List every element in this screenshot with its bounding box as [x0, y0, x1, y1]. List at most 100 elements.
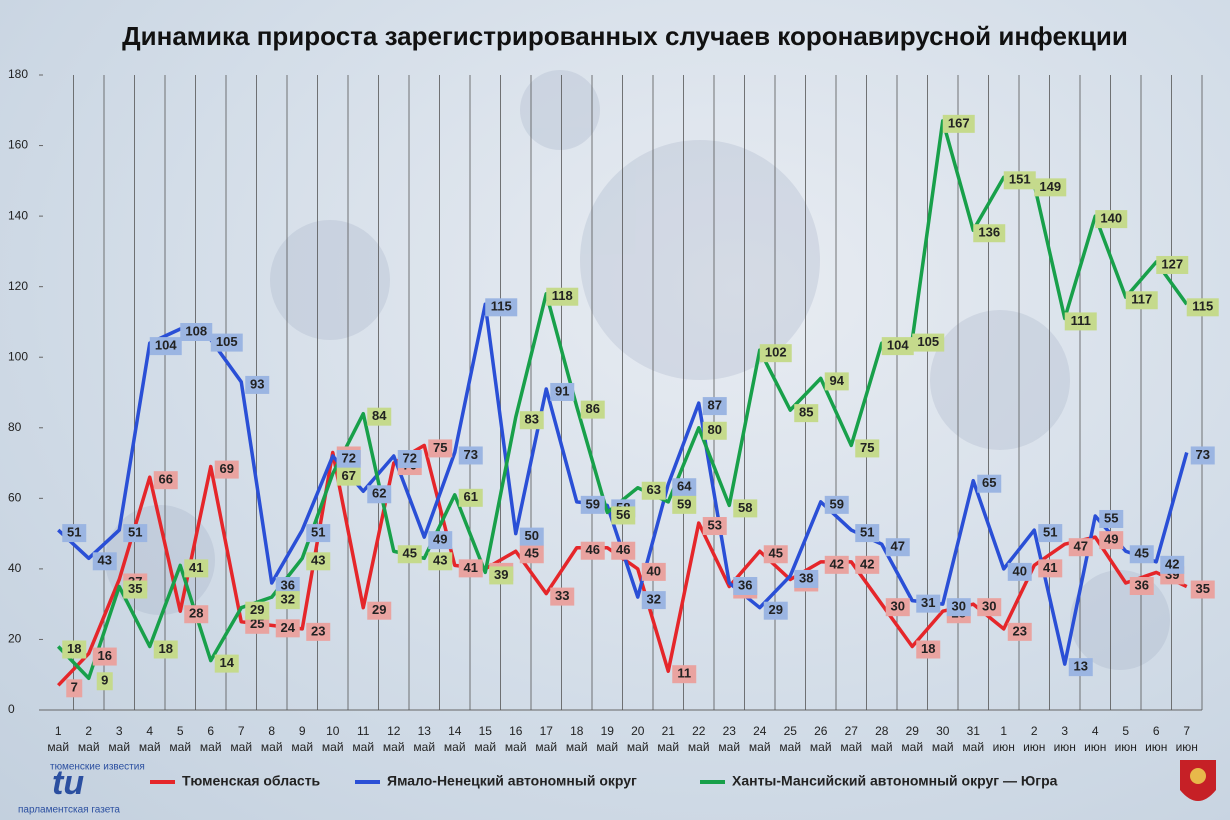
- data-label: 93: [250, 376, 264, 391]
- data-label: 56: [616, 507, 630, 522]
- x-tick-label: 27 май: [840, 724, 863, 754]
- data-label: 23: [311, 623, 325, 638]
- y-tick-label: 80: [8, 420, 22, 434]
- data-label: 40: [1013, 563, 1027, 578]
- data-label: 13: [1074, 659, 1088, 674]
- data-label: 115: [1192, 299, 1213, 314]
- data-label: 39: [494, 567, 508, 582]
- data-label: 49: [1104, 532, 1118, 547]
- data-label-box: [794, 404, 819, 423]
- data-label: 16: [98, 648, 112, 663]
- x-tick-label: 3 июн: [1053, 724, 1076, 754]
- x-tick-label: 30 май: [931, 724, 954, 754]
- data-label: 35: [128, 581, 142, 596]
- data-label-box: [1038, 559, 1063, 578]
- data-label-box: [580, 541, 605, 560]
- data-label: 33: [555, 588, 569, 603]
- data-label-box: [92, 552, 117, 571]
- x-tick-label: 28 май: [870, 724, 893, 754]
- data-label-box: [1038, 524, 1063, 543]
- x-tick-label: 1 май: [47, 724, 70, 754]
- data-label-box: [210, 333, 243, 352]
- data-label-box: [62, 640, 87, 659]
- data-label-box: [702, 517, 727, 536]
- data-label: 29: [250, 602, 264, 617]
- data-label-box: [1007, 622, 1032, 641]
- data-label: 149: [1039, 179, 1061, 194]
- x-tick-label: 4 май: [138, 724, 161, 754]
- data-label-box: [306, 524, 331, 543]
- data-label-box: [1034, 178, 1067, 197]
- data-label-box: [672, 478, 697, 497]
- data-label: 59: [677, 496, 691, 511]
- data-label-box: [824, 555, 849, 574]
- data-label-box: [1095, 210, 1128, 229]
- x-tick-label: 13 май: [413, 724, 436, 754]
- data-label: 18: [159, 641, 173, 656]
- data-label-box: [702, 421, 727, 440]
- data-label-box: [245, 375, 270, 394]
- data-label-box: [519, 527, 544, 546]
- data-label-box: [1156, 255, 1189, 274]
- data-label-box: [336, 450, 361, 468]
- data-label-box: [92, 647, 117, 666]
- data-label-box: [1099, 531, 1124, 550]
- data-label-box: [946, 598, 971, 617]
- x-tick-label: 18 май: [565, 724, 588, 754]
- data-label-box: [397, 545, 422, 564]
- data-label: 42: [830, 556, 844, 571]
- data-label: 127: [1161, 256, 1183, 271]
- data-label-box: [973, 224, 1006, 243]
- x-tick-label: 5 май: [169, 724, 192, 754]
- data-label: 30: [982, 599, 996, 614]
- data-label: 64: [677, 479, 692, 494]
- data-label: 58: [738, 500, 752, 515]
- data-label-box: [123, 580, 148, 599]
- x-tick-label: 9 май: [291, 724, 314, 754]
- data-label-box: [580, 495, 605, 514]
- x-tick-label: 6 май: [199, 724, 222, 754]
- x-tick-label: 4 июн: [1084, 724, 1107, 754]
- data-label: 59: [830, 496, 844, 511]
- data-label: 43: [311, 553, 325, 568]
- data-label-box: [519, 411, 544, 430]
- data-label-box: [1186, 298, 1219, 317]
- data-label: 104: [155, 338, 177, 353]
- data-label-box: [275, 591, 300, 610]
- x-tick-label: 7 май: [230, 724, 253, 754]
- data-label: 30: [891, 599, 905, 614]
- data-label: 80: [708, 422, 722, 437]
- data-label-box: [977, 474, 1002, 493]
- data-label: 53: [708, 517, 722, 532]
- x-tick-label: 2 июн: [1023, 724, 1046, 754]
- data-label-box: [824, 495, 849, 514]
- y-tick-label: 120: [8, 279, 28, 293]
- data-label-box: [367, 407, 392, 426]
- data-label: 42: [860, 556, 874, 571]
- data-label-box: [275, 619, 300, 638]
- x-tick-label: 19 май: [596, 724, 619, 754]
- data-label: 111: [1071, 313, 1091, 328]
- data-label-box: [733, 499, 758, 518]
- data-label-box: [550, 587, 575, 606]
- data-label-box: [550, 382, 575, 401]
- data-label: 62: [372, 486, 386, 501]
- data-label: 47: [1074, 539, 1088, 554]
- data-label-box: [485, 298, 518, 317]
- data-label-box: [458, 488, 483, 507]
- y-tick-label: 100: [8, 349, 28, 363]
- legend-label: Ханты-Мансийский автономный округ — Югра: [732, 773, 1058, 789]
- data-label: 18: [67, 641, 81, 656]
- data-label: 32: [281, 592, 295, 607]
- x-tick-label: 22 май: [687, 724, 710, 754]
- data-label: 30: [952, 599, 966, 614]
- x-tick-label: 23 май: [718, 724, 741, 754]
- x-tick-label: 10 май: [321, 724, 344, 754]
- data-label-box: [641, 481, 666, 500]
- data-label: 42: [1165, 556, 1179, 571]
- data-label: 18: [921, 641, 935, 656]
- data-label: 36: [1135, 577, 1149, 592]
- data-label-box: [942, 114, 975, 133]
- data-label: 115: [491, 299, 512, 314]
